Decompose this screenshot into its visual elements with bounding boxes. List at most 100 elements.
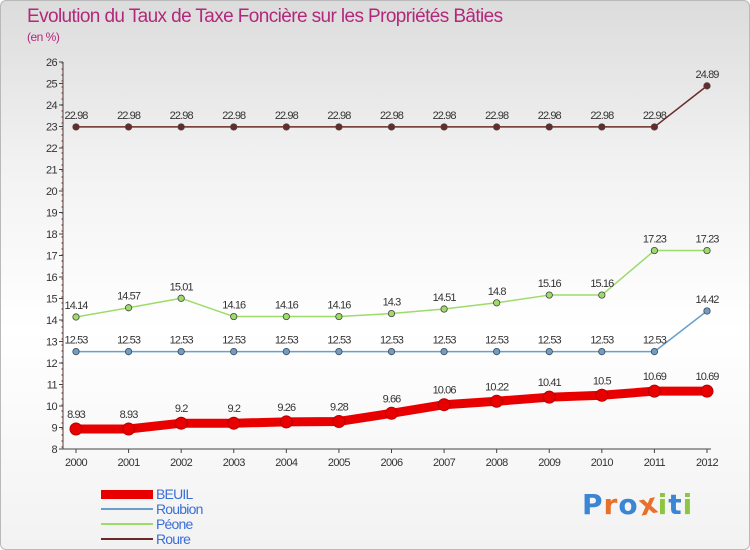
x-tick-label: 2000 bbox=[65, 457, 88, 469]
data-point-roubion bbox=[230, 348, 238, 356]
data-point-peone bbox=[387, 309, 396, 318]
y-tick-label: 23 bbox=[46, 122, 58, 134]
legend-swatch bbox=[101, 508, 153, 510]
data-point-peone bbox=[650, 246, 659, 255]
data-label-beuil: 10.5 bbox=[593, 375, 612, 387]
x-tick-label: 2010 bbox=[591, 457, 614, 469]
data-point-roubion bbox=[493, 348, 501, 356]
data-point-roure bbox=[124, 123, 133, 131]
y-tick-label: 16 bbox=[46, 272, 58, 284]
data-label-peone: 17.23 bbox=[695, 234, 719, 246]
logo-letter: r bbox=[603, 488, 619, 521]
data-point-roure bbox=[335, 123, 343, 131]
data-label-roubion: 12.53 bbox=[327, 335, 351, 347]
data-point-roubion bbox=[545, 348, 553, 356]
data-label-roure: 22.98 bbox=[64, 110, 88, 122]
data-label-roure: 22.98 bbox=[433, 110, 457, 122]
data-label-roubion: 12.53 bbox=[117, 335, 141, 347]
data-point-peone bbox=[230, 312, 238, 321]
data-label-beuil: 9.2 bbox=[227, 403, 240, 415]
x-tick-label: 2008 bbox=[486, 457, 509, 469]
data-point-roubion bbox=[703, 307, 711, 315]
data-label-roubion: 12.53 bbox=[538, 335, 562, 347]
data-point-beuil bbox=[700, 384, 714, 398]
data-point-roubion bbox=[650, 348, 659, 356]
y-tick-label: 26 bbox=[46, 57, 58, 69]
y-tick-label: 12 bbox=[46, 358, 58, 370]
data-point-roubion bbox=[387, 348, 396, 356]
data-label-roubion: 12.53 bbox=[380, 335, 404, 347]
y-tick-label: 17 bbox=[46, 251, 58, 263]
data-label-roure: 22.98 bbox=[380, 110, 404, 122]
data-point-peone bbox=[124, 304, 133, 312]
data-point-beuil bbox=[437, 398, 451, 412]
data-point-beuil bbox=[279, 415, 293, 429]
y-tick-label: 25 bbox=[46, 79, 58, 91]
data-point-beuil bbox=[595, 388, 609, 402]
data-point-roure bbox=[703, 82, 711, 90]
logo-letter: i bbox=[682, 488, 694, 521]
data-label-beuil: 10.06 bbox=[433, 385, 457, 397]
data-label-roubion: 12.53 bbox=[485, 335, 509, 347]
data-label-peone: 14.16 bbox=[275, 300, 299, 312]
data-label-peone: 14.16 bbox=[327, 300, 351, 312]
data-label-beuil: 10.69 bbox=[695, 371, 719, 383]
data-point-beuil bbox=[542, 390, 556, 404]
data-label-beuil: 10.41 bbox=[538, 377, 562, 389]
data-point-roubion bbox=[598, 348, 606, 356]
data-point-roure bbox=[230, 123, 238, 131]
data-label-roure: 22.98 bbox=[590, 110, 614, 122]
data-label-peone: 14.16 bbox=[222, 300, 246, 312]
legend-swatch bbox=[101, 523, 153, 525]
data-label-beuil: 9.66 bbox=[383, 393, 402, 405]
data-label-roure: 24.89 bbox=[695, 69, 719, 81]
data-label-beuil: 9.2 bbox=[175, 403, 188, 415]
data-point-beuil bbox=[69, 422, 83, 436]
data-point-roure bbox=[545, 123, 553, 131]
data-point-beuil bbox=[490, 394, 504, 408]
data-label-peone: 14.14 bbox=[64, 300, 88, 312]
data-point-roure bbox=[440, 123, 448, 131]
y-tick-label: 18 bbox=[46, 229, 58, 241]
data-point-roure bbox=[177, 123, 185, 131]
data-point-beuil bbox=[174, 416, 188, 430]
y-tick-label: 14 bbox=[46, 315, 58, 327]
data-point-peone bbox=[545, 291, 553, 299]
data-point-roubion bbox=[124, 348, 133, 356]
data-point-beuil bbox=[122, 422, 136, 436]
data-point-peone bbox=[72, 313, 80, 321]
x-tick-label: 2002 bbox=[170, 457, 193, 469]
data-point-roubion bbox=[72, 348, 80, 356]
logo-letter: i bbox=[657, 488, 669, 521]
data-labels: 22.98 22.98 22.98 22.98 22.98 22.98 22.98 22.98… bbox=[64, 69, 720, 421]
series-layer bbox=[69, 82, 714, 436]
logo-letter: t bbox=[668, 488, 683, 521]
legend-swatch bbox=[101, 489, 153, 499]
data-point-beuil bbox=[647, 384, 661, 398]
data-label-peone: 14.57 bbox=[117, 291, 141, 303]
data-point-roubion bbox=[177, 348, 185, 356]
legend-label: BEUIL bbox=[156, 486, 193, 502]
data-point-beuil bbox=[227, 416, 241, 430]
x-tick-label: 2001 bbox=[118, 457, 141, 469]
x-tick-label: 2004 bbox=[275, 457, 298, 469]
data-label-roubion: 12.53 bbox=[433, 335, 457, 347]
data-point-roure bbox=[493, 123, 501, 131]
data-label-beuil: 9.28 bbox=[330, 401, 349, 413]
data-point-peone bbox=[282, 312, 290, 321]
legend-label: Péone bbox=[156, 516, 193, 532]
data-point-peone bbox=[177, 294, 185, 302]
y-tick-label: 13 bbox=[46, 337, 58, 349]
data-label-peone: 15.16 bbox=[590, 278, 614, 290]
data-label-peone: 17.23 bbox=[643, 234, 667, 246]
data-point-roubion bbox=[282, 348, 290, 356]
data-label-beuil: 8.93 bbox=[120, 409, 139, 421]
y-tick-label: 24 bbox=[46, 100, 58, 112]
data-label-peone: 15.16 bbox=[538, 278, 562, 290]
y-tick-label: 19 bbox=[46, 208, 58, 220]
logo-letter: P bbox=[582, 488, 604, 521]
data-label-roubion: 12.53 bbox=[590, 335, 614, 347]
data-label-roure: 22.98 bbox=[170, 110, 194, 122]
